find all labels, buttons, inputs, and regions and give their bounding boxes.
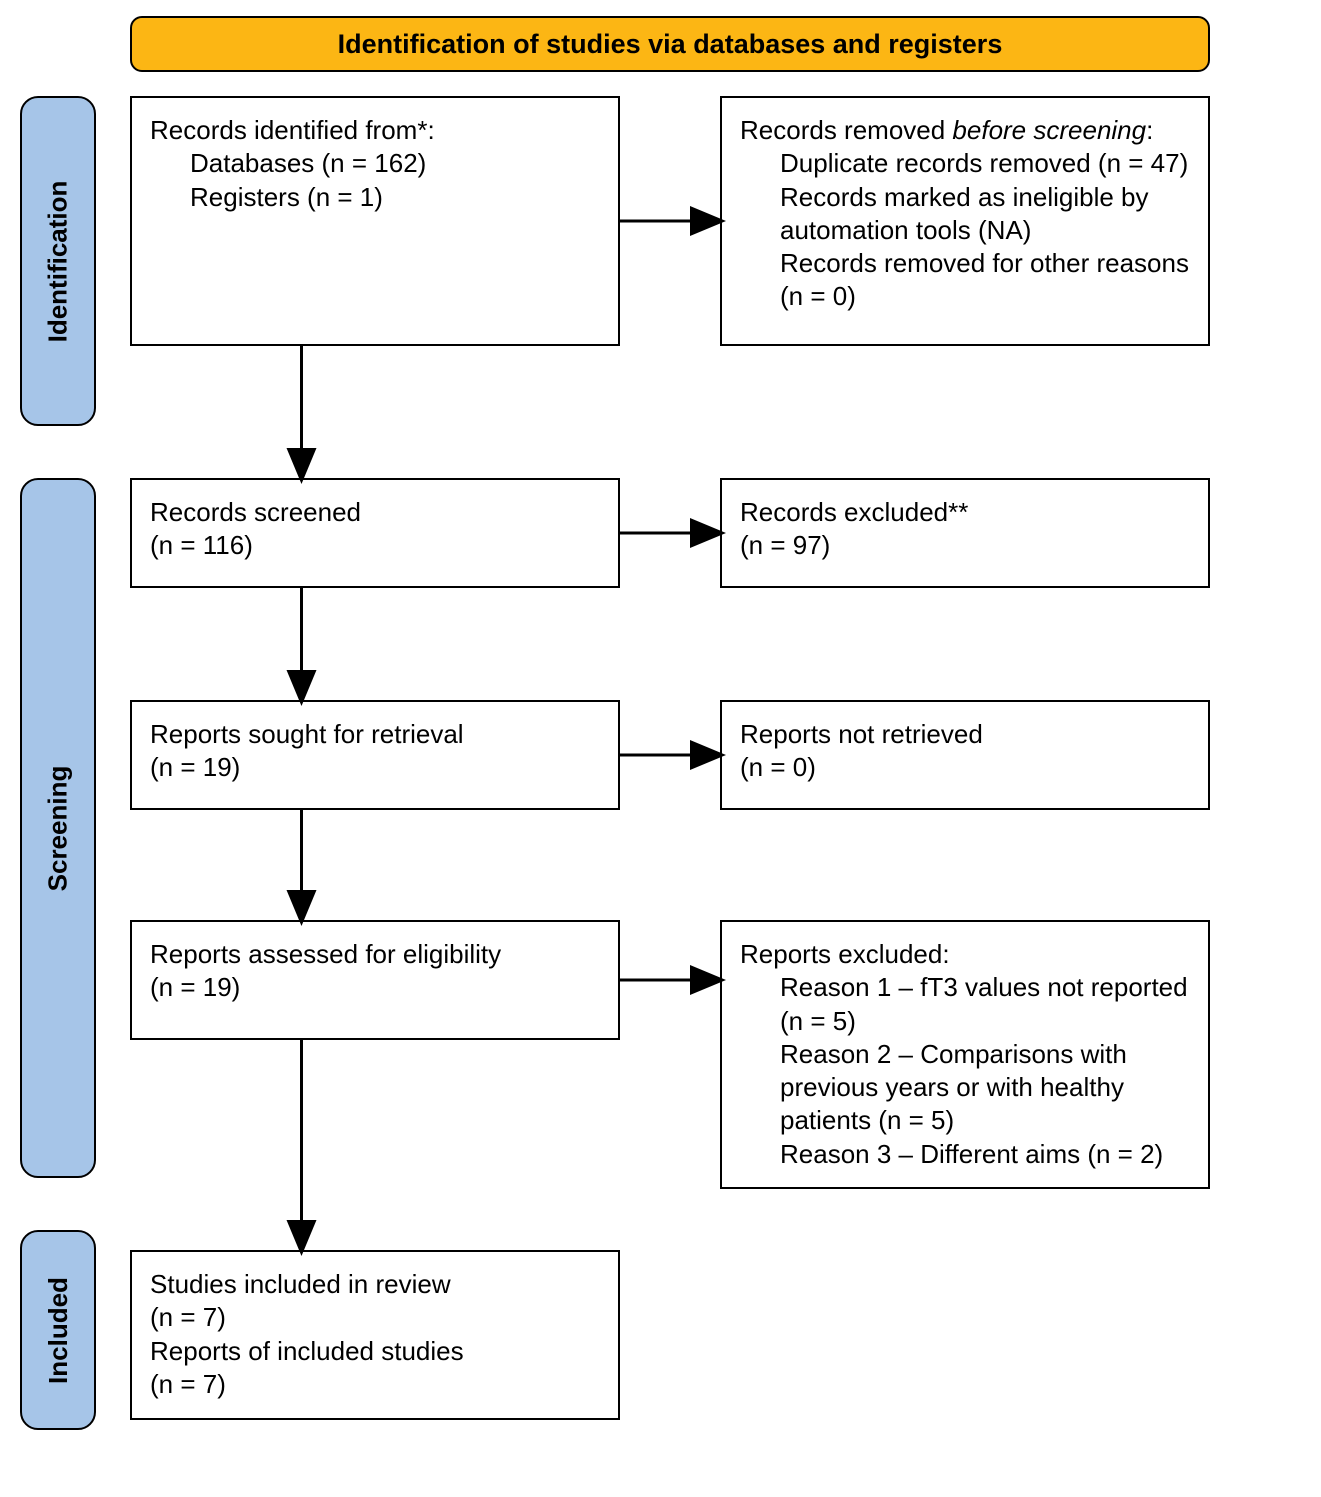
- box-line: Databases (n = 162): [190, 147, 600, 180]
- box-line: Reports not retrieved: [740, 718, 1190, 751]
- box-line: (n = 97): [740, 529, 1190, 562]
- flow-box-b4: Records excluded**(n = 97): [720, 478, 1210, 588]
- box-line: Reports sought for retrieval: [150, 718, 600, 751]
- flow-box-b7: Reports assessed for eligibility(n = 19): [130, 920, 620, 1040]
- flowchart-header-text: Identification of studies via databases …: [338, 29, 1003, 60]
- box-line: Records removed for other reasons (n = 0…: [780, 247, 1190, 314]
- stage-label-included: Included: [20, 1230, 96, 1430]
- flow-box-b6: Reports not retrieved(n = 0): [720, 700, 1210, 810]
- flow-box-b3: Records screened(n = 116): [130, 478, 620, 588]
- box-line: (n = 7): [150, 1368, 600, 1401]
- box-line: Records screened: [150, 496, 600, 529]
- flowchart-header: Identification of studies via databases …: [130, 16, 1210, 72]
- box-line: Registers (n = 1): [190, 181, 600, 214]
- stage-label-screening: Screening: [20, 478, 96, 1178]
- stage-label-text: Screening: [43, 765, 74, 891]
- box-line: (n = 116): [150, 529, 600, 562]
- flow-box-b5: Reports sought for retrieval(n = 19): [130, 700, 620, 810]
- box-line: (n = 0): [740, 751, 1190, 784]
- stage-label-text: Identification: [43, 180, 74, 342]
- stage-label-identification: Identification: [20, 96, 96, 426]
- box-line: Reason 3 – Different aims (n = 2): [780, 1138, 1190, 1171]
- box-line: Reports of included studies: [150, 1335, 600, 1368]
- box-line: Records excluded**: [740, 496, 1190, 529]
- flow-box-b9: Studies included in review(n = 7)Reports…: [130, 1250, 620, 1420]
- stage-label-text: Included: [43, 1277, 74, 1384]
- box-line: Studies included in review: [150, 1268, 600, 1301]
- box-line: Duplicate records removed (n = 47): [780, 147, 1190, 180]
- box-line: Reason 2 – Comparisons with previous yea…: [780, 1038, 1190, 1138]
- flow-box-b1: Records identified from*:Databases (n = …: [130, 96, 620, 346]
- box-line: (n = 7): [150, 1301, 600, 1334]
- box-line: Records marked as ineligible by automati…: [780, 181, 1190, 248]
- box-line: Reports excluded:: [740, 938, 1190, 971]
- box-line: Records identified from*:: [150, 114, 600, 147]
- flow-box-b8: Reports excluded:Reason 1 – fT3 values n…: [720, 920, 1210, 1189]
- box-line: Reports assessed for eligibility: [150, 938, 600, 971]
- flow-box-b2: Records removed before screening:Duplica…: [720, 96, 1210, 346]
- box-line: Reason 1 – fT3 values not reported (n = …: [780, 971, 1190, 1038]
- box-line: (n = 19): [150, 971, 600, 1004]
- box-line: (n = 19): [150, 751, 600, 784]
- box-line: Records removed before screening:: [740, 114, 1190, 147]
